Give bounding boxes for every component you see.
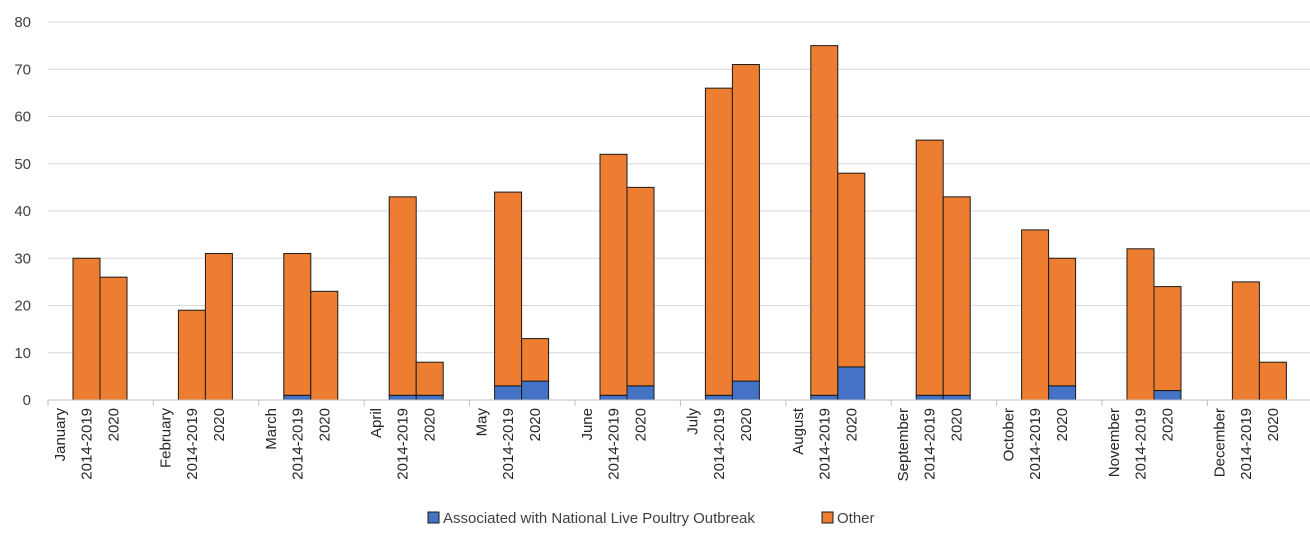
bar-segment (942, 196, 971, 396)
bar-segment (915, 139, 944, 396)
bar-segment (494, 191, 523, 387)
y-tick-label: 80 (14, 14, 31, 31)
y-tick-label: 40 (14, 203, 31, 220)
x-period-label: 2020 (422, 408, 439, 441)
x-period-label: 2020 (106, 408, 123, 441)
x-period-label: 2020 (1160, 408, 1177, 441)
x-month-label: July (684, 408, 701, 435)
y-tick-label: 60 (14, 109, 31, 126)
x-month-label: September (895, 408, 912, 481)
x-period-label: 2014-2019 (606, 408, 623, 480)
bar-segment (626, 385, 655, 401)
bar-segment (1153, 286, 1182, 392)
y-tick-label: 0 (23, 392, 31, 409)
x-period-label: 2014-2019 (1027, 408, 1044, 480)
bar-segment (283, 394, 312, 401)
legend-swatch (821, 511, 834, 524)
bar-segment (521, 338, 550, 382)
x-month-label: October (1001, 408, 1018, 461)
bar-segment (388, 196, 417, 396)
bar-segment (731, 380, 760, 401)
bar-segment (704, 394, 733, 401)
bar-segment (704, 87, 733, 396)
x-period-label: 2014-2019 (289, 408, 306, 480)
bar-segment (204, 253, 233, 401)
y-tick-label: 20 (14, 298, 31, 315)
x-period-label: 2020 (843, 408, 860, 441)
x-month-label: December (1211, 408, 1228, 477)
y-tick-label: 50 (14, 156, 31, 173)
x-axis-category-labels: January 2014-2019 2020 February 2014-2019 202… (52, 407, 1282, 481)
y-axis-tick-labels: 0 10 20 30 40 50 60 70 80 (14, 14, 31, 409)
legend-label: Other (837, 510, 875, 527)
x-period-label: 2014-2019 (79, 408, 96, 480)
bar-segment (415, 361, 444, 396)
bar-segment (1231, 281, 1260, 401)
bar-segment (1126, 248, 1155, 401)
bar-segment (415, 394, 444, 401)
x-month-label: March (263, 408, 280, 450)
bar-segment (837, 172, 866, 368)
bar-segment (1258, 361, 1287, 401)
bar-segment (283, 253, 312, 396)
legend-swatch (427, 511, 440, 524)
x-period-label: 2020 (633, 408, 650, 441)
x-period-label: 2020 (1054, 408, 1071, 441)
bar-segment (915, 394, 944, 401)
bar-segment (810, 45, 839, 396)
x-period-label: 2020 (527, 408, 544, 441)
bar-segment (942, 394, 971, 401)
bar-segment (810, 394, 839, 401)
bar-segment (599, 153, 628, 396)
x-period-label: 2014-2019 (184, 408, 201, 480)
x-month-label: February (157, 408, 174, 469)
bar-segment (626, 186, 655, 387)
x-month-label: August (790, 407, 807, 455)
x-month-label: April (368, 408, 385, 438)
legend-label: Associated with National Live Poultry Ou… (443, 510, 755, 527)
bar-segment (494, 385, 523, 401)
x-period-label: 2020 (949, 408, 966, 441)
x-period-label: 2020 (211, 408, 228, 441)
x-period-label: 2020 (316, 408, 333, 441)
x-axis (47, 399, 1310, 406)
x-period-label: 2020 (1265, 408, 1282, 441)
bar-segment (731, 64, 760, 382)
y-tick-label: 10 (14, 345, 31, 362)
x-month-label: June (579, 408, 596, 441)
x-month-label: January (52, 408, 69, 462)
bar-segment (99, 276, 128, 401)
bar-segment (388, 394, 417, 401)
bar-segment (1153, 390, 1182, 401)
x-period-label: 2014-2019 (1238, 408, 1255, 480)
bar-segment (521, 380, 550, 401)
x-month-label: November (1106, 408, 1123, 477)
x-period-label: 2014-2019 (922, 408, 939, 480)
x-month-label: May (474, 408, 491, 437)
x-period-label: 2014-2019 (711, 408, 728, 480)
x-period-label: 2014-2019 (816, 408, 833, 480)
x-period-label: 2020 (738, 408, 755, 441)
bar-segment (310, 290, 339, 401)
bar-segment (72, 257, 101, 401)
x-period-label: 2014-2019 (395, 408, 412, 480)
bar-segment (1048, 385, 1077, 401)
bar-segment (1021, 229, 1050, 401)
legend: Associated with National Live Poultry Ou… (427, 510, 875, 527)
y-tick-label: 70 (14, 61, 31, 78)
y-tick-label: 30 (14, 250, 31, 267)
bar-segment (599, 394, 628, 401)
bar-segment (1048, 257, 1077, 387)
x-period-label: 2014-2019 (1133, 408, 1150, 480)
bars (72, 45, 1287, 401)
bar-segment (837, 366, 866, 401)
x-period-label: 2014-2019 (500, 408, 517, 480)
gridlines (48, 21, 1310, 354)
bar-segment (177, 309, 206, 401)
